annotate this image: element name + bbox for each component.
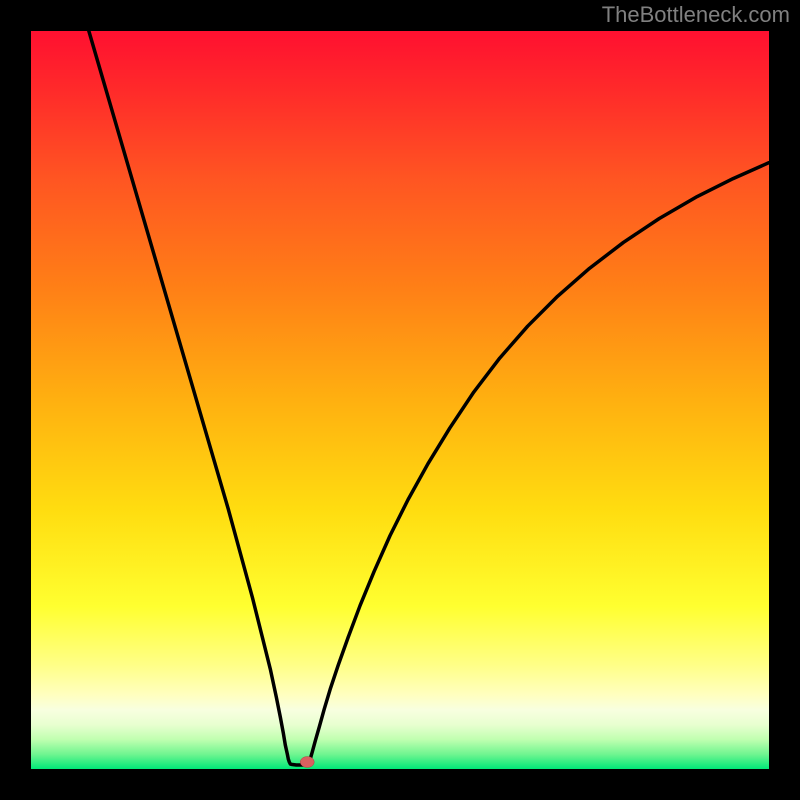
curve-layer bbox=[31, 31, 769, 769]
plot-area bbox=[30, 30, 770, 770]
watermark-text: TheBottleneck.com bbox=[602, 2, 790, 28]
optimal-point-marker bbox=[300, 757, 314, 768]
chart-container: TheBottleneck.com bbox=[0, 0, 800, 800]
bottleneck-curve bbox=[89, 31, 769, 765]
